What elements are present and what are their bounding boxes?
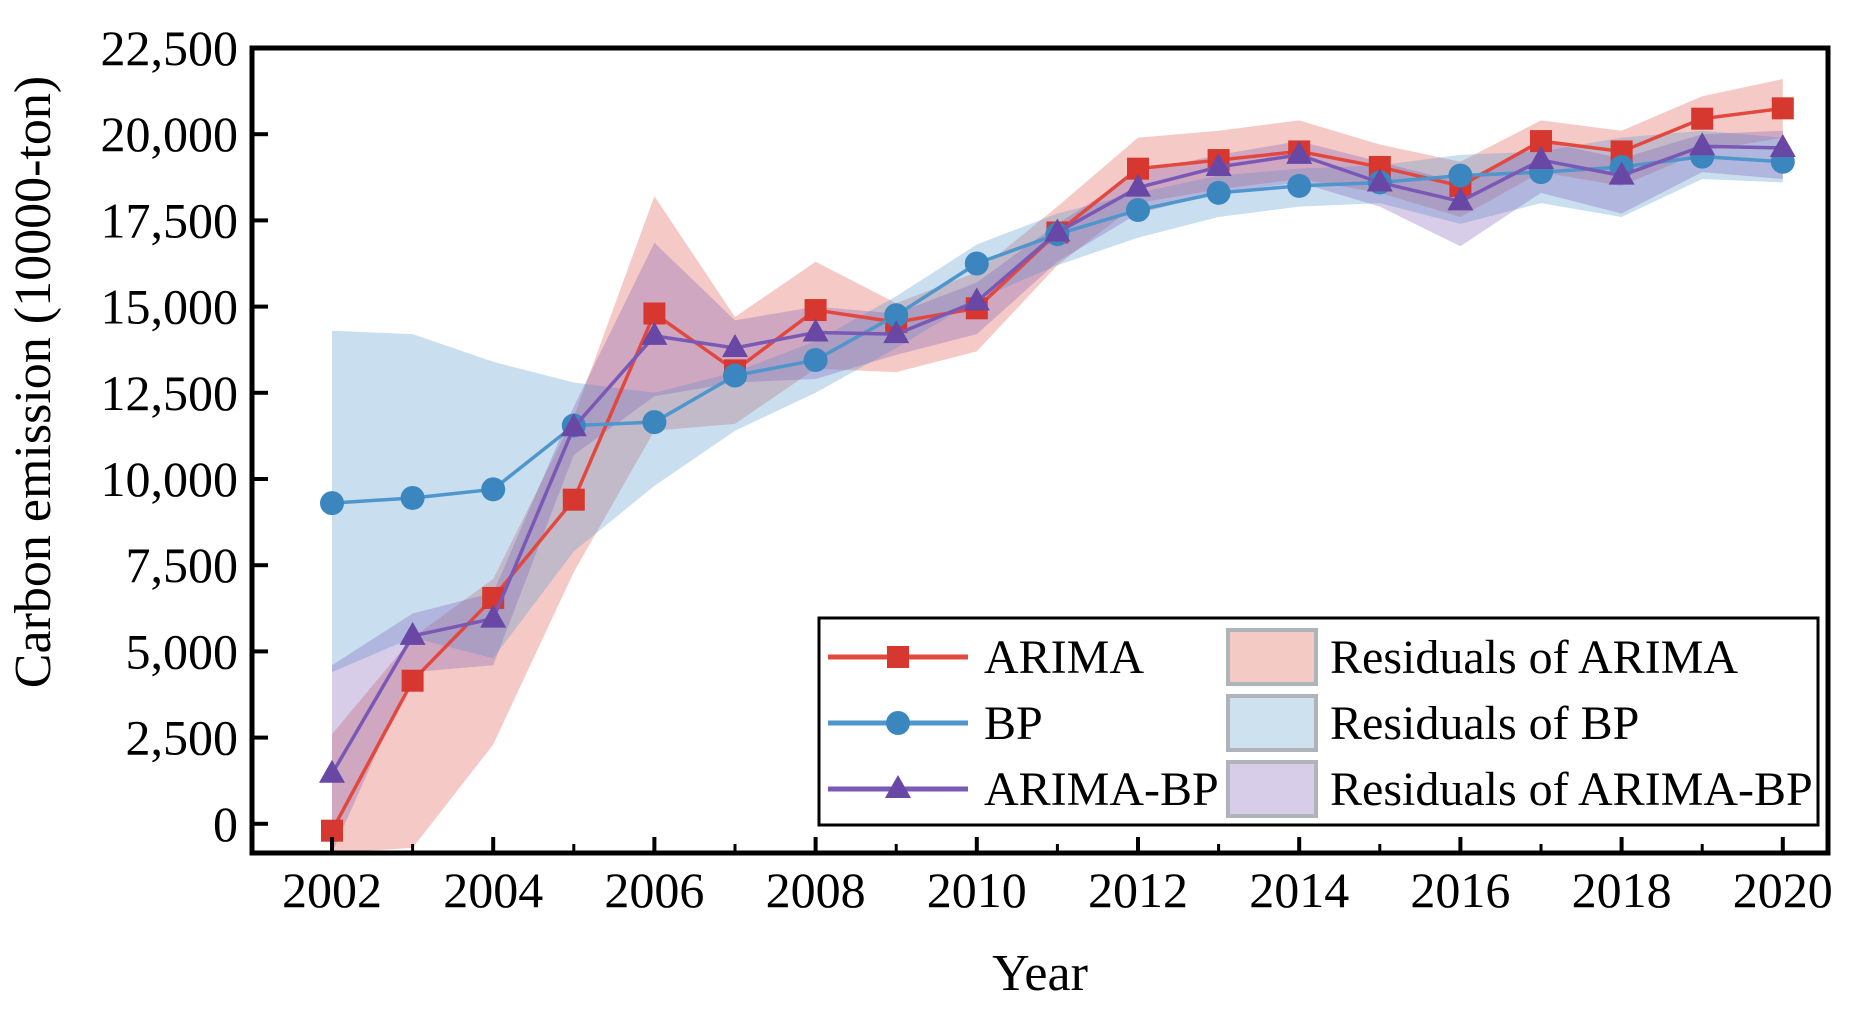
legend-label-residuals-of-arima-bp: Residuals of ARIMA-BP xyxy=(1330,763,1813,816)
x-tick-label: 2014 xyxy=(1249,862,1349,918)
data-point-arima-2020 xyxy=(1771,97,1794,120)
legend-label-residuals-of-arima: Residuals of ARIMA xyxy=(1330,631,1738,684)
data-point-arima-bp-2002 xyxy=(319,759,345,783)
band-residuals-of-arima xyxy=(332,79,1783,851)
y-tick-label: 10,000 xyxy=(101,451,239,507)
data-point-bp-2014 xyxy=(1287,173,1312,198)
data-point-arima-2005 xyxy=(562,488,585,511)
y-tick-label: 20,000 xyxy=(101,106,239,162)
x-tick-label: 2016 xyxy=(1410,862,1510,918)
data-point-arima-2019 xyxy=(1691,107,1714,130)
y-tick-label: 0 xyxy=(213,796,238,852)
data-point-arima-bp-2009 xyxy=(883,320,910,344)
y-axis-title: Carbon emission (10000-ton) xyxy=(5,76,62,688)
data-point-arima-2003 xyxy=(401,669,424,692)
legend-box xyxy=(817,616,1820,827)
data-point-arima-bp-2016 xyxy=(1447,187,1474,211)
legend-square-marker xyxy=(887,646,909,668)
data-point-arima-bp-2017 xyxy=(1528,146,1554,170)
legend-label-arima-bp: ARIMA-BP xyxy=(984,763,1219,816)
legend-swatch-residuals-of-arima-bp xyxy=(1226,760,1318,818)
legend-item-residuals-of-bp: Residuals of BP xyxy=(1226,694,1639,752)
legend-item-residuals-of-arima: Residuals of ARIMA xyxy=(1226,628,1738,686)
data-point-arima-2008 xyxy=(804,299,827,322)
y-tick-label: 15,000 xyxy=(101,279,239,335)
series-markers-arima-bp xyxy=(319,132,1796,783)
plot-frame xyxy=(249,45,1831,856)
x-tick-label: 2008 xyxy=(766,862,866,918)
y-tick-label: 7,500 xyxy=(126,537,239,593)
data-point-bp-2006 xyxy=(642,410,667,435)
data-point-bp-2012 xyxy=(1126,198,1150,223)
y-tick-label: 22,500 xyxy=(101,20,239,76)
legend-circle-marker xyxy=(886,711,910,735)
x-tick-label: 2002 xyxy=(282,862,382,918)
legend-item-bp: BP xyxy=(828,697,1043,750)
x-tick-label: 2006 xyxy=(604,862,704,918)
y-tick-label: 2,500 xyxy=(126,710,239,766)
x-tick-label: 2020 xyxy=(1733,862,1833,918)
data-point-arima-bp-2012 xyxy=(1125,173,1151,197)
data-point-arima-bp-2020 xyxy=(1769,133,1796,157)
data-point-arima-bp-2010 xyxy=(963,287,990,311)
data-point-bp-2013 xyxy=(1206,180,1231,205)
data-point-arima-bp-2011 xyxy=(1044,218,1071,242)
data-point-arima-bp-2014 xyxy=(1286,140,1313,164)
legend-swatch-residuals-of-arima xyxy=(1226,628,1318,686)
data-point-arima-bp-2006 xyxy=(641,321,668,345)
x-tick-label: 2018 xyxy=(1572,862,1672,918)
data-point-arima-bp-2007 xyxy=(722,333,748,357)
legend-swatch-residuals-of-bp xyxy=(1226,694,1318,752)
series-lines xyxy=(319,97,1796,842)
data-point-arima-bp-2004 xyxy=(480,604,507,628)
data-point-arima-bp-2013 xyxy=(1205,152,1232,176)
data-point-bp-2003 xyxy=(400,485,425,510)
band-residuals-of-arima-bp xyxy=(332,130,1783,851)
x-axis-title: Year xyxy=(992,945,1088,1002)
data-point-bp-2010 xyxy=(964,251,989,276)
data-point-arima-bp-2005 xyxy=(560,413,587,437)
data-point-bp-2009 xyxy=(884,303,909,328)
data-point-bp-2004 xyxy=(481,477,506,502)
legend-triangle-marker xyxy=(885,775,911,798)
data-point-bp-2002 xyxy=(320,491,344,516)
data-point-arima-bp-2003 xyxy=(399,621,426,645)
data-point-arima-2006 xyxy=(643,302,666,325)
legend-item-residuals-of-arima-bp: Residuals of ARIMA-BP xyxy=(1226,760,1813,818)
data-point-bp-2016 xyxy=(1448,163,1473,188)
x-tick-label: 2012 xyxy=(1088,862,1188,918)
x-tick-label: 2010 xyxy=(927,862,1027,918)
axes: 0 2,500 5,000 7,500 10,000 12,500 15,000 17,500… xyxy=(101,20,1833,918)
data-point-arima-2017 xyxy=(1530,130,1552,153)
data-point-bp-2007 xyxy=(723,363,747,388)
data-point-arima-bp-2019 xyxy=(1689,132,1716,156)
data-point-arima-2012 xyxy=(1127,157,1149,180)
y-tick-label: 17,500 xyxy=(101,192,239,248)
legend-item-arima-bp: ARIMA-BP xyxy=(828,763,1219,816)
legend: ARIMA BP ARIMA-BP Residuals of ARIMA Residua… xyxy=(817,616,1820,827)
data-point-arima-bp-2018 xyxy=(1608,161,1635,185)
y-tick-label: 5,000 xyxy=(126,623,239,679)
data-point-bp-2008 xyxy=(803,348,828,373)
legend-label-bp: BP xyxy=(984,697,1043,750)
data-point-arima-bp-2015 xyxy=(1366,168,1393,192)
legend-label-residuals-of-bp: Residuals of BP xyxy=(1330,697,1639,750)
y-tick-label: 12,500 xyxy=(101,365,239,421)
legend-item-arima: ARIMA xyxy=(828,631,1144,684)
x-tick-label: 2004 xyxy=(443,862,543,918)
data-point-arima-2002 xyxy=(321,819,343,842)
legend-label-arima: ARIMA xyxy=(984,631,1144,684)
data-point-arima-bp-2008 xyxy=(802,318,829,342)
